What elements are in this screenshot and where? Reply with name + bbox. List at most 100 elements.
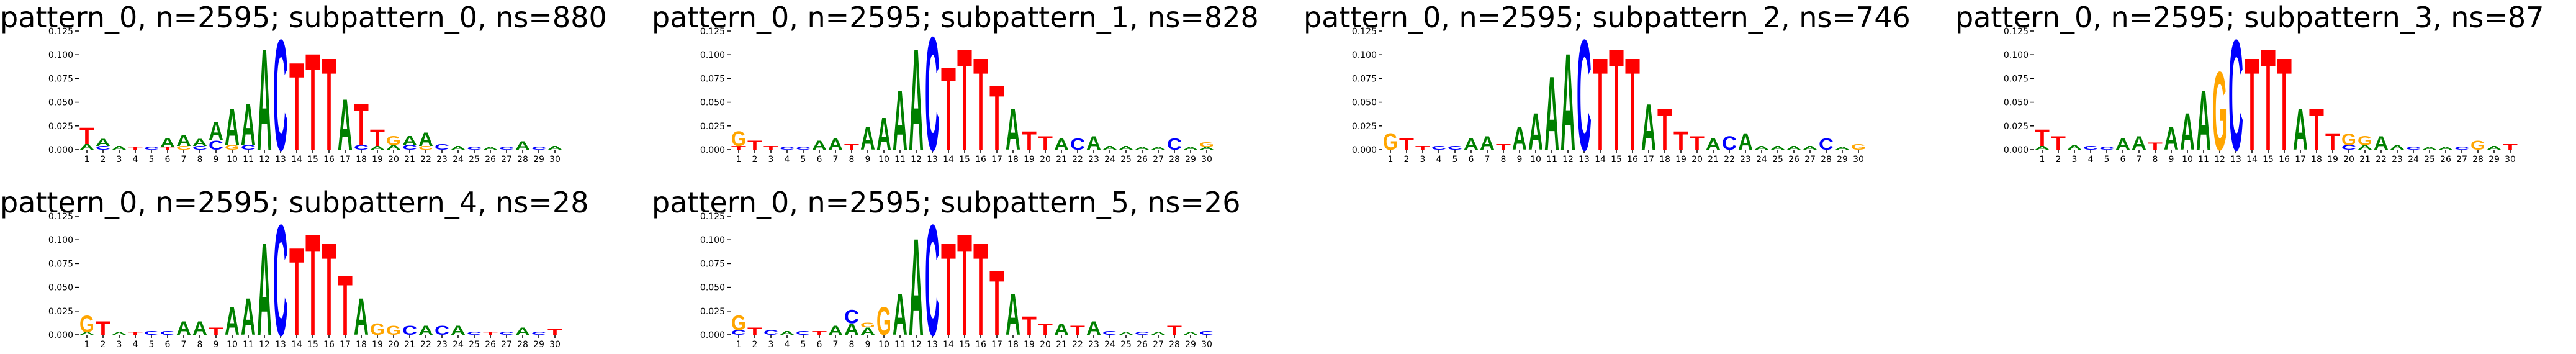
logo-letter: A: [1706, 136, 1721, 153]
logo-letter: A: [1770, 145, 1785, 151]
x-tick-label: 27: [2456, 155, 2467, 165]
logo-letter: C: [1102, 330, 1117, 336]
y-tick-label: 0.025: [700, 307, 725, 317]
logo-letter: T: [2261, 19, 2276, 181]
x-tick-label: 21: [1056, 155, 1067, 165]
logo-letter: A: [1151, 146, 1166, 150]
x-tick-label: 24: [1756, 155, 1767, 165]
x-tick-label: 2: [752, 155, 758, 165]
x-tick-label: 17: [1643, 155, 1654, 165]
logo-letter: T: [957, 19, 972, 181]
x-tick-label: 11: [243, 155, 254, 165]
logo-letter: T: [128, 331, 143, 335]
x-tick-label: 1: [736, 155, 742, 165]
logo-letter: C: [2406, 146, 2421, 150]
panel-title: pattern_0, n=2595; subpattern_5, ns=26: [652, 186, 1240, 219]
x-tick-label: 25: [1120, 340, 1132, 350]
y-tick-label: 0.050: [48, 283, 73, 293]
logo-letter: C: [796, 330, 811, 336]
x-tick-label: 18: [1659, 155, 1670, 165]
x-tick-label: 2: [101, 340, 106, 350]
x-tick-label: 11: [243, 340, 254, 350]
logo-letter: A: [1754, 145, 1769, 151]
x-tick-label: 29: [2488, 155, 2500, 165]
logo-letter: G: [731, 127, 746, 151]
y-tick-label: 0.050: [700, 283, 725, 293]
x-tick-label: 4: [785, 155, 790, 165]
logo-letter: C: [160, 330, 175, 336]
x-tick-label: 20: [388, 340, 399, 350]
logo-letter: A: [225, 98, 240, 157]
y-tick-label: 0.125: [1352, 27, 1377, 37]
x-tick-label: 25: [1120, 155, 1132, 165]
logo-letter: T: [483, 331, 498, 335]
x-tick-label: 30: [549, 155, 561, 165]
x-tick-label: 3: [768, 340, 774, 350]
x-tick-label: 1: [1388, 155, 1394, 165]
logo-letter: A: [812, 138, 827, 153]
panel-title: pattern_0, n=2595; subpattern_4, ns=28: [0, 186, 588, 219]
x-tick-label: 8: [197, 155, 203, 165]
logo-letter: T: [812, 330, 827, 336]
x-tick-label: 17: [2295, 155, 2306, 165]
logo-letter: T: [2309, 96, 2324, 163]
logo-letter: A: [1528, 102, 1543, 161]
x-tick-label: 26: [2440, 155, 2451, 165]
x-tick-label: 9: [214, 340, 219, 350]
y-tick-label: 0.025: [700, 122, 725, 132]
x-tick-label: 12: [911, 155, 922, 165]
y-tick-label: 0.100: [1352, 50, 1377, 60]
logo-letter: C: [273, 191, 288, 354]
logo-letter: A: [2438, 146, 2453, 150]
x-tick-label: 22: [420, 340, 431, 350]
logo-letter: G: [2358, 133, 2372, 148]
logo-letter: A: [828, 136, 843, 153]
logo-panel: pattern_0, n=2595; subpattern_4, ns=280.…: [0, 186, 588, 354]
x-tick-label: 9: [865, 340, 871, 350]
x-tick-label: 5: [1452, 155, 1458, 165]
logo-letter: A: [160, 135, 175, 150]
logo-letter: A: [1835, 146, 1850, 150]
x-tick-label: 6: [165, 155, 171, 165]
x-tick-label: 10: [878, 155, 889, 165]
logo-letter: A: [909, 209, 924, 354]
logo-letter: A: [386, 144, 401, 152]
logo-letter: A: [176, 132, 191, 150]
logo-letter: A: [860, 325, 875, 337]
x-tick-label: 22: [1724, 155, 1735, 165]
x-tick-label: 21: [2359, 155, 2371, 165]
logo-letter: A: [2115, 136, 2130, 153]
logo-letter: T: [79, 124, 94, 150]
x-tick-label: 4: [1436, 155, 1442, 165]
panel-title: pattern_0, n=2595; subpattern_2, ns=746: [1304, 1, 1911, 34]
logo-letter: G: [876, 300, 891, 344]
x-tick-label: 6: [1469, 155, 1474, 165]
logo-letter: T: [2148, 140, 2163, 152]
logo-letter: C: [780, 146, 795, 150]
logo-letter: A: [2390, 144, 2405, 152]
y-tick-label: 0.125: [48, 212, 73, 222]
logo-letter: G: [860, 322, 875, 329]
logo-letter: C: [1448, 145, 1462, 151]
logo-letter: C: [763, 329, 778, 337]
logo-letter: A: [338, 85, 353, 166]
logo-letter: G: [2470, 138, 2485, 153]
logo-letter: C: [2228, 6, 2243, 183]
x-tick-label: 25: [2424, 155, 2435, 165]
logo-letter: C: [402, 144, 417, 152]
logo-letter: C: [499, 146, 514, 150]
y-tick-label: 0.075: [48, 259, 73, 269]
y-tick-label: 0.000: [48, 145, 73, 155]
x-tick-label: 30: [549, 340, 561, 350]
logo-letter: A: [225, 300, 240, 344]
x-tick-label: 28: [1821, 155, 1832, 165]
logo-letter: T: [941, 43, 956, 175]
logo-letter: A: [1480, 132, 1495, 154]
x-tick-label: 6: [817, 155, 822, 165]
logo-letter: T: [763, 145, 778, 151]
y-tick-label: 0.075: [1352, 74, 1377, 84]
logo-letter: C: [96, 145, 110, 151]
x-tick-label: 13: [1578, 155, 1590, 165]
x-tick-label: 24: [1104, 155, 1115, 165]
y-tick-label: 0.100: [700, 235, 725, 245]
